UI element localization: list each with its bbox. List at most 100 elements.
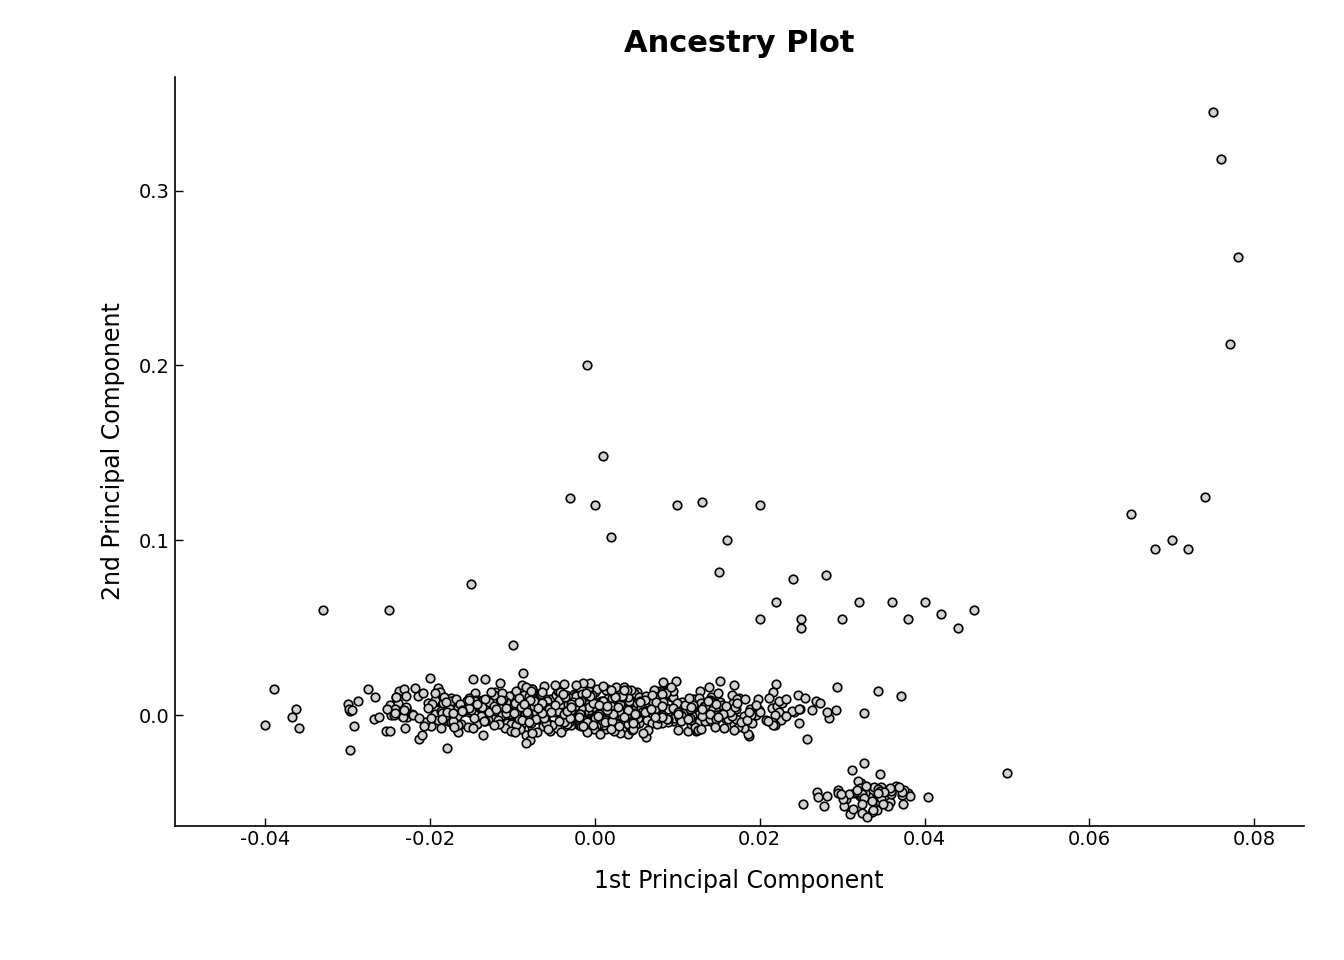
Point bbox=[781, 704, 802, 719]
Point bbox=[563, 695, 585, 710]
Point bbox=[625, 718, 646, 733]
Point bbox=[559, 710, 581, 726]
Point bbox=[559, 703, 581, 718]
Point bbox=[449, 697, 470, 712]
Point bbox=[765, 718, 786, 733]
Point bbox=[946, 620, 968, 636]
Point bbox=[500, 723, 521, 738]
Point bbox=[603, 724, 625, 739]
Point bbox=[723, 723, 745, 738]
Point bbox=[597, 691, 618, 707]
Point bbox=[589, 697, 610, 712]
Point bbox=[491, 692, 512, 708]
Point bbox=[891, 787, 913, 803]
Point bbox=[880, 784, 902, 800]
Point bbox=[524, 705, 546, 720]
Point bbox=[573, 710, 594, 726]
Point bbox=[755, 712, 777, 728]
Point bbox=[747, 692, 769, 708]
Point bbox=[540, 704, 562, 719]
Point bbox=[667, 695, 688, 710]
Point bbox=[573, 712, 594, 728]
Point bbox=[563, 710, 585, 726]
Point bbox=[422, 697, 444, 712]
Point bbox=[558, 696, 579, 711]
Point bbox=[560, 702, 582, 717]
Point bbox=[661, 689, 683, 705]
Point bbox=[668, 700, 689, 715]
Point bbox=[552, 692, 574, 708]
Point bbox=[727, 719, 749, 734]
Point bbox=[879, 780, 900, 795]
Point bbox=[852, 805, 874, 821]
Point bbox=[574, 686, 595, 702]
Point bbox=[482, 702, 504, 717]
Point bbox=[629, 694, 650, 709]
Point bbox=[874, 784, 895, 800]
Point bbox=[519, 732, 540, 748]
Point bbox=[421, 718, 442, 733]
Point bbox=[1145, 541, 1167, 557]
Point bbox=[536, 721, 558, 736]
Point bbox=[442, 697, 464, 712]
Point bbox=[521, 705, 543, 720]
Point bbox=[726, 691, 747, 707]
Point bbox=[617, 694, 638, 709]
Point bbox=[513, 695, 535, 710]
Point bbox=[493, 710, 515, 726]
Point bbox=[505, 717, 527, 732]
Point bbox=[762, 714, 784, 730]
Point bbox=[789, 701, 810, 716]
Point bbox=[378, 603, 399, 618]
Point bbox=[430, 684, 452, 700]
Point bbox=[435, 705, 457, 720]
Point bbox=[704, 697, 726, 712]
Point bbox=[680, 699, 702, 714]
Point bbox=[827, 785, 848, 801]
Point bbox=[687, 722, 708, 737]
Point bbox=[712, 700, 734, 715]
Point bbox=[543, 703, 564, 718]
Point bbox=[464, 685, 485, 701]
Point bbox=[637, 722, 659, 737]
Point bbox=[534, 679, 555, 694]
Point bbox=[547, 703, 569, 718]
Point bbox=[578, 684, 599, 699]
Point bbox=[573, 676, 594, 691]
Point bbox=[879, 795, 900, 810]
Point bbox=[544, 704, 566, 719]
Point bbox=[491, 693, 512, 708]
Point bbox=[601, 687, 622, 703]
Point bbox=[448, 701, 469, 716]
Point bbox=[692, 702, 714, 717]
Point bbox=[473, 713, 495, 729]
Point bbox=[477, 712, 499, 728]
Point bbox=[694, 698, 715, 713]
Point bbox=[626, 684, 648, 699]
Point bbox=[695, 699, 716, 714]
Point bbox=[431, 711, 453, 727]
Point bbox=[679, 712, 700, 728]
Point bbox=[628, 715, 649, 731]
Point bbox=[546, 721, 567, 736]
Point bbox=[646, 691, 668, 707]
Point bbox=[383, 707, 405, 722]
Point bbox=[598, 703, 620, 718]
Point bbox=[1120, 507, 1141, 522]
Point bbox=[648, 693, 669, 708]
Point bbox=[513, 722, 535, 737]
Point bbox=[880, 594, 902, 610]
Point bbox=[723, 716, 745, 732]
Point bbox=[652, 711, 673, 727]
Point bbox=[688, 707, 710, 722]
Point bbox=[606, 699, 628, 714]
Point bbox=[625, 707, 646, 722]
Point bbox=[339, 742, 360, 757]
Point bbox=[677, 724, 699, 739]
Point bbox=[554, 714, 575, 730]
Point bbox=[669, 708, 691, 724]
Point bbox=[644, 701, 665, 716]
Point bbox=[560, 700, 582, 715]
Point bbox=[466, 697, 488, 712]
Point bbox=[868, 783, 890, 799]
